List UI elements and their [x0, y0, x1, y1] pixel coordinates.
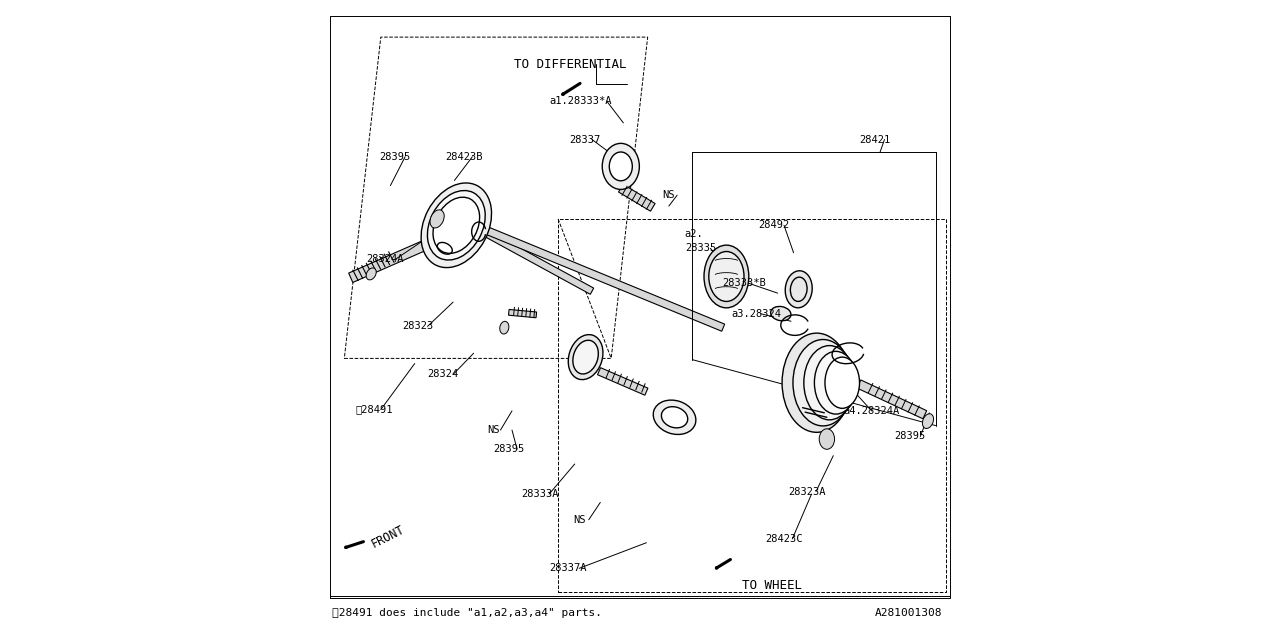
Text: 28423C: 28423C [765, 534, 803, 544]
Ellipse shape [653, 400, 696, 435]
Ellipse shape [771, 307, 791, 321]
Ellipse shape [609, 152, 632, 181]
Polygon shape [348, 214, 488, 282]
Text: 28333A: 28333A [522, 489, 559, 499]
Ellipse shape [662, 406, 687, 428]
Text: 28333*B: 28333*B [722, 278, 765, 288]
Text: NS: NS [663, 190, 675, 200]
Text: a1.28333*A: a1.28333*A [549, 96, 612, 106]
Text: ※28491 does include "a1,a2,a3,a4" parts.: ※28491 does include "a1,a2,a3,a4" parts. [332, 608, 602, 618]
Text: 28323: 28323 [402, 321, 433, 332]
Text: ※28491: ※28491 [356, 404, 393, 415]
Text: NS: NS [488, 425, 500, 435]
Text: 28395: 28395 [493, 444, 524, 454]
Text: 28423B: 28423B [445, 152, 483, 162]
Text: a2.: a2. [685, 228, 704, 239]
Ellipse shape [568, 335, 603, 380]
Polygon shape [618, 184, 655, 211]
Ellipse shape [704, 245, 749, 308]
Text: 28324: 28324 [428, 369, 458, 380]
Ellipse shape [792, 339, 854, 426]
Text: TO WHEEL: TO WHEEL [742, 579, 803, 592]
Text: NS: NS [573, 515, 585, 525]
Text: 28492: 28492 [759, 220, 790, 230]
Ellipse shape [428, 191, 485, 260]
Ellipse shape [430, 210, 444, 228]
Ellipse shape [785, 271, 813, 308]
Ellipse shape [804, 346, 855, 420]
Ellipse shape [603, 143, 639, 189]
Polygon shape [598, 367, 648, 396]
Text: 28337: 28337 [570, 134, 600, 145]
Text: 28335: 28335 [685, 243, 716, 253]
Ellipse shape [433, 197, 480, 253]
Polygon shape [508, 310, 536, 317]
Ellipse shape [782, 333, 851, 433]
Text: 28324A: 28324A [367, 254, 404, 264]
Text: FRONT: FRONT [369, 522, 407, 550]
Polygon shape [858, 380, 927, 419]
Ellipse shape [826, 357, 860, 408]
Text: A281001308: A281001308 [874, 608, 942, 618]
Ellipse shape [366, 268, 376, 280]
Text: 28395: 28395 [379, 152, 411, 162]
Ellipse shape [421, 183, 492, 268]
Text: 28337A: 28337A [549, 563, 586, 573]
Text: TO DIFFERENTIAL: TO DIFFERENTIAL [513, 58, 626, 70]
Ellipse shape [499, 321, 509, 334]
Ellipse shape [814, 351, 858, 414]
Ellipse shape [709, 252, 744, 301]
Text: a4.28324A: a4.28324A [844, 406, 900, 416]
Text: 28395: 28395 [895, 431, 925, 442]
Ellipse shape [573, 340, 598, 374]
Text: 28421: 28421 [859, 134, 890, 145]
Ellipse shape [819, 429, 835, 449]
Polygon shape [477, 223, 724, 332]
Text: a3.28324: a3.28324 [731, 308, 781, 319]
Ellipse shape [923, 413, 933, 429]
Polygon shape [474, 224, 594, 294]
Text: 28323A: 28323A [788, 486, 826, 497]
